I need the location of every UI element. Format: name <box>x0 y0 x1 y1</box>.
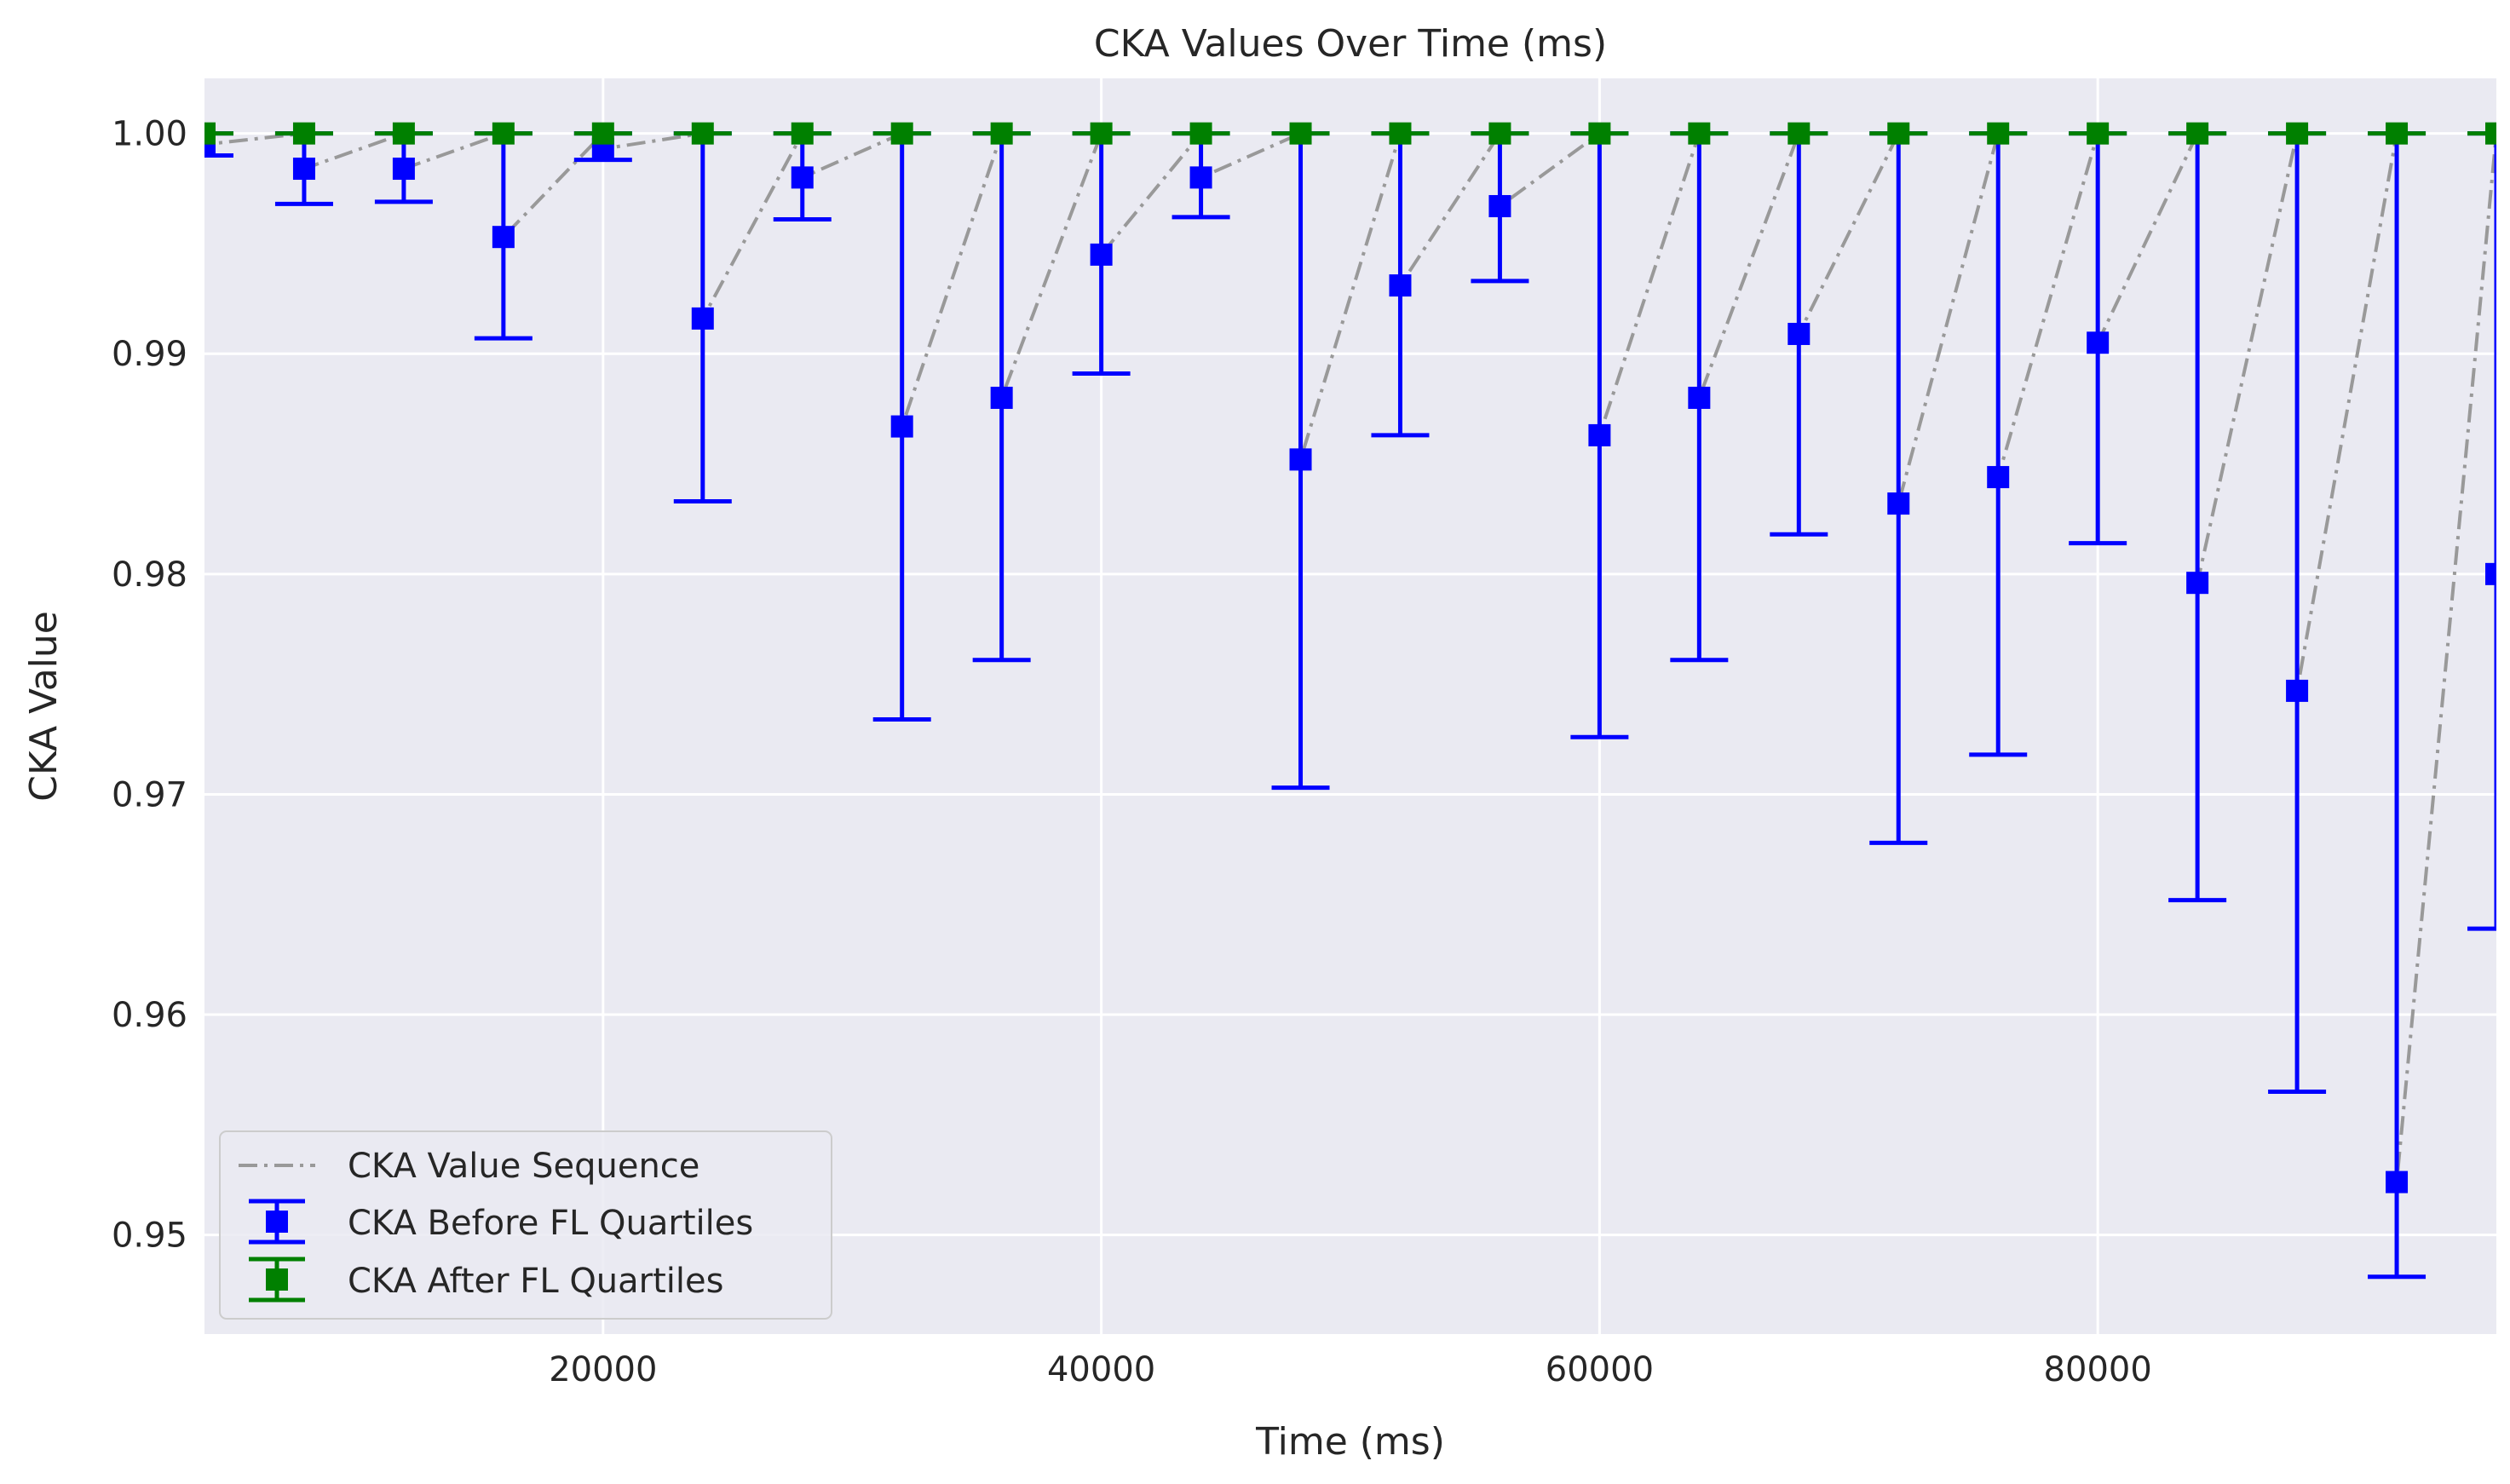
after-errorbar <box>1271 122 1330 145</box>
plot-layer <box>204 122 2496 1280</box>
after-errorbar <box>872 122 931 145</box>
after-errorbar <box>204 122 233 145</box>
after-errorbar <box>1969 122 2028 145</box>
after-errorbar <box>573 122 632 145</box>
legend-label-before: CKA Before FL Quartiles <box>348 1204 753 1243</box>
before-point <box>1090 243 1113 266</box>
y-tick-label: 0.95 <box>112 1217 187 1256</box>
after-point <box>204 122 216 145</box>
after-errorbar <box>773 122 832 145</box>
after-point <box>691 122 714 145</box>
after-errorbar <box>673 122 732 145</box>
before-point <box>1987 466 2010 489</box>
after-errorbar <box>2069 122 2127 145</box>
y-tick-label: 1.00 <box>112 115 187 154</box>
chart-title: CKA Values Over Time (ms) <box>1094 22 1607 66</box>
after-point <box>990 122 1013 145</box>
x-axis-label: Time (ms) <box>1255 1420 1445 1464</box>
after-point <box>1887 122 1910 145</box>
after-point <box>2286 122 2309 145</box>
before-point <box>1389 274 1412 297</box>
y-tick-label: 0.97 <box>112 775 187 814</box>
y-tick-label: 0.96 <box>112 996 187 1035</box>
before-point <box>1887 492 1910 515</box>
after-point <box>2485 122 2496 145</box>
before-errorbar <box>872 131 931 722</box>
before-point <box>1688 386 1711 409</box>
after-point <box>1389 122 1412 145</box>
after-point <box>1090 122 1113 145</box>
x-tick-label: 20000 <box>549 1350 657 1389</box>
after-errorbar <box>1869 122 1928 145</box>
before-errorbar <box>1570 131 1629 739</box>
after-errorbar <box>374 122 433 145</box>
after-point <box>2386 122 2409 145</box>
before-point <box>392 158 415 181</box>
legend-marker-after <box>249 1257 305 1303</box>
after-point <box>1987 122 2010 145</box>
after-errorbar <box>1072 122 1131 145</box>
after-point <box>1788 122 1811 145</box>
before-point <box>691 307 714 330</box>
before-point <box>890 415 913 438</box>
x-tick-label: 40000 <box>1047 1350 1155 1389</box>
after-errorbar <box>1670 122 1729 145</box>
ticks: 20000 40000 60000 80000 0.95 0.96 0.97 0.98 0.99… <box>112 115 2152 1389</box>
sequence-line <box>204 131 2496 1184</box>
after-point <box>1688 122 1711 145</box>
after-point <box>791 122 814 145</box>
after-errorbar <box>1471 122 1529 145</box>
y-tick-label: 0.99 <box>112 335 187 374</box>
before-point <box>1588 423 1611 446</box>
x-tick-label: 80000 <box>2044 1350 2152 1389</box>
legend: CKA Value Sequence CKA Before FL Quartil… <box>219 1130 832 1320</box>
after-point <box>1588 122 1611 145</box>
before-point <box>791 166 814 189</box>
after-errorbar <box>474 122 533 145</box>
before-point <box>2186 572 2209 595</box>
before-point <box>492 226 515 249</box>
before-point <box>2386 1171 2409 1194</box>
after-errorbar <box>1770 122 1828 145</box>
after-point <box>1488 122 1511 145</box>
after-errorbar <box>1371 122 1430 145</box>
before-point <box>292 158 315 181</box>
plot-area <box>204 78 2496 1334</box>
legend-label-after: CKA After FL Quartiles <box>348 1262 723 1301</box>
after-point <box>591 122 614 145</box>
after-errorbar <box>2467 122 2496 145</box>
after-point <box>1189 122 1212 145</box>
legend-label-sequence: CKA Value Sequence <box>348 1147 699 1186</box>
after-point <box>1289 122 1312 145</box>
x-tick-label: 60000 <box>1546 1350 1654 1389</box>
after-point <box>492 122 515 145</box>
after-point <box>2186 122 2209 145</box>
before-point <box>1788 322 1811 345</box>
before-point <box>2087 331 2110 354</box>
after-errorbar <box>972 122 1031 145</box>
before-point <box>990 386 1013 409</box>
after-point <box>890 122 913 145</box>
after-errorbar <box>274 122 333 145</box>
before-point <box>2286 679 2309 702</box>
legend-marker-before <box>249 1199 305 1245</box>
before-point <box>1488 194 1511 217</box>
after-point <box>292 122 315 145</box>
after-errorbar <box>1172 122 1230 145</box>
after-point <box>392 122 415 145</box>
legend-box <box>219 1130 832 1320</box>
before-point <box>1189 166 1212 189</box>
after-errorbar <box>1570 122 1629 145</box>
y-tick-label: 0.98 <box>112 555 187 595</box>
y-axis-label: CKA Value <box>22 611 66 802</box>
after-point <box>2087 122 2110 145</box>
after-errorbar <box>2368 122 2427 145</box>
before-point <box>2485 562 2496 585</box>
before-point <box>1289 448 1312 471</box>
after-errorbar <box>2268 122 2327 145</box>
after-errorbar <box>2168 122 2227 145</box>
